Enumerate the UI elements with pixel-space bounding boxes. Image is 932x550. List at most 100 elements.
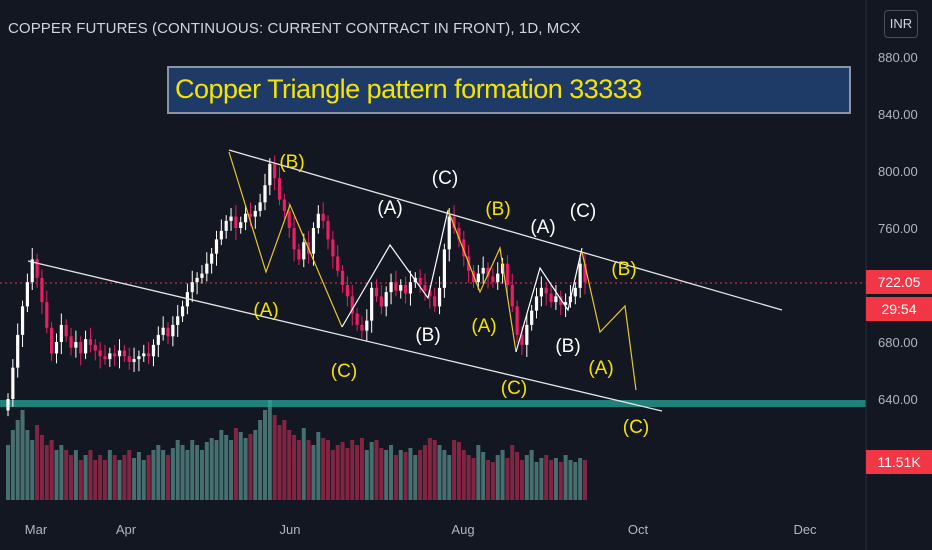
x-tick-label-0: Mar (25, 522, 48, 537)
volume-bar (573, 462, 578, 500)
candle-body (583, 263, 587, 283)
candle-body (98, 350, 102, 357)
wave-path-yellow-1 (228, 151, 343, 328)
candle-body (229, 216, 233, 221)
candle-body (573, 287, 577, 297)
volume-bar (83, 455, 88, 500)
candle-body (365, 320, 369, 331)
volume-bar (316, 432, 321, 500)
candle-body (302, 242, 306, 260)
last-price-tag: 722.05 (866, 270, 932, 294)
y-tick-label-1: 840.00 (878, 107, 918, 122)
y-tick-label-5: 680.00 (878, 335, 918, 350)
volume-bar (335, 445, 340, 500)
volume-bar (568, 460, 573, 500)
candle-body (273, 163, 277, 179)
wave-path-white-1 (341, 209, 449, 328)
lower-trendline[interactable] (27, 260, 663, 412)
candle-body (79, 342, 83, 354)
currency-button[interactable]: INR (884, 10, 918, 38)
volume-bar (461, 450, 466, 500)
volume-bar (73, 450, 78, 500)
candle-body (59, 324, 63, 342)
candle-body (297, 249, 301, 260)
volume-bar (369, 442, 374, 500)
y-axis: 880.00840.00800.00760.00720.00680.00640.… (878, 50, 918, 407)
candle-body (408, 282, 413, 294)
volume-bar (519, 460, 524, 500)
candle-body (287, 210, 291, 228)
candle-body (374, 287, 379, 297)
volume-bar (141, 460, 146, 500)
candle-body (35, 259, 39, 278)
candle-body (428, 290, 432, 297)
candle-body (224, 220, 228, 231)
volume-bar (166, 455, 171, 500)
candle-body (219, 230, 223, 240)
candle-body (452, 216, 456, 228)
volume-bar (452, 440, 457, 500)
volume-bar (456, 442, 461, 500)
candle-body (122, 350, 126, 357)
countdown-tag: 29:54 (866, 297, 932, 321)
candle-body (253, 210, 257, 217)
candle-body (234, 216, 238, 228)
candle-body (127, 356, 131, 362)
candle-body (457, 228, 461, 240)
upper-trendline[interactable] (228, 149, 783, 311)
chart-title: COPPER FUTURES (CONTINUOUS: CURRENT CONT… (8, 20, 581, 37)
candle-body (539, 287, 543, 297)
x-tick-label-5: Dec (793, 522, 817, 537)
volume-bar (432, 440, 437, 500)
volume-bar (267, 400, 272, 500)
volume-bar (553, 458, 558, 500)
volume-bar (6, 445, 10, 500)
volume-bar (330, 450, 335, 500)
volume-bar (10, 430, 15, 500)
volume-bar (248, 434, 253, 500)
wave-label-14: (C) (623, 417, 649, 438)
volume-bar (311, 445, 316, 500)
volume-bar (136, 452, 141, 500)
candle-body (113, 353, 117, 357)
candle-body (476, 273, 480, 283)
candle-body (350, 296, 354, 314)
candle-body (30, 259, 34, 283)
volume-bar (190, 440, 195, 500)
volume-bar (20, 410, 25, 500)
candle-body (345, 285, 350, 297)
wave-path-yellow-2 (447, 209, 517, 353)
volume-bar (229, 440, 234, 500)
candle-body (578, 263, 582, 288)
volume-bar (122, 455, 127, 500)
y-tick-label-6: 640.00 (878, 392, 918, 407)
volume-bar (529, 450, 534, 500)
candle-body (525, 324, 529, 345)
volume-bar (287, 430, 292, 500)
volume-bar (296, 440, 301, 500)
volume-bar (379, 448, 384, 500)
candle-body (103, 356, 107, 360)
candle-body (83, 339, 88, 354)
annotation-banner[interactable]: Copper Triangle pattern formation 33333 (167, 66, 851, 114)
candle-body (108, 353, 112, 360)
candle-body (496, 273, 500, 283)
volume-bar (64, 450, 69, 500)
volume-bar (524, 455, 529, 500)
candle-body (258, 202, 262, 211)
wave-label-6: (B) (485, 199, 510, 220)
volume-bar (180, 445, 185, 500)
x-tick-label-1: Apr (116, 522, 137, 537)
candle-body (200, 273, 204, 278)
volume-bars (6, 400, 587, 500)
candle-body (379, 296, 383, 307)
volume-bar (15, 420, 20, 500)
volume-bar (258, 420, 263, 500)
candle-body (370, 287, 374, 321)
wave-label-3: (C) (432, 168, 458, 189)
volume-bar (408, 448, 413, 500)
volume-bar (578, 458, 583, 500)
volume-bar (563, 455, 568, 500)
volume-bar (374, 440, 379, 500)
